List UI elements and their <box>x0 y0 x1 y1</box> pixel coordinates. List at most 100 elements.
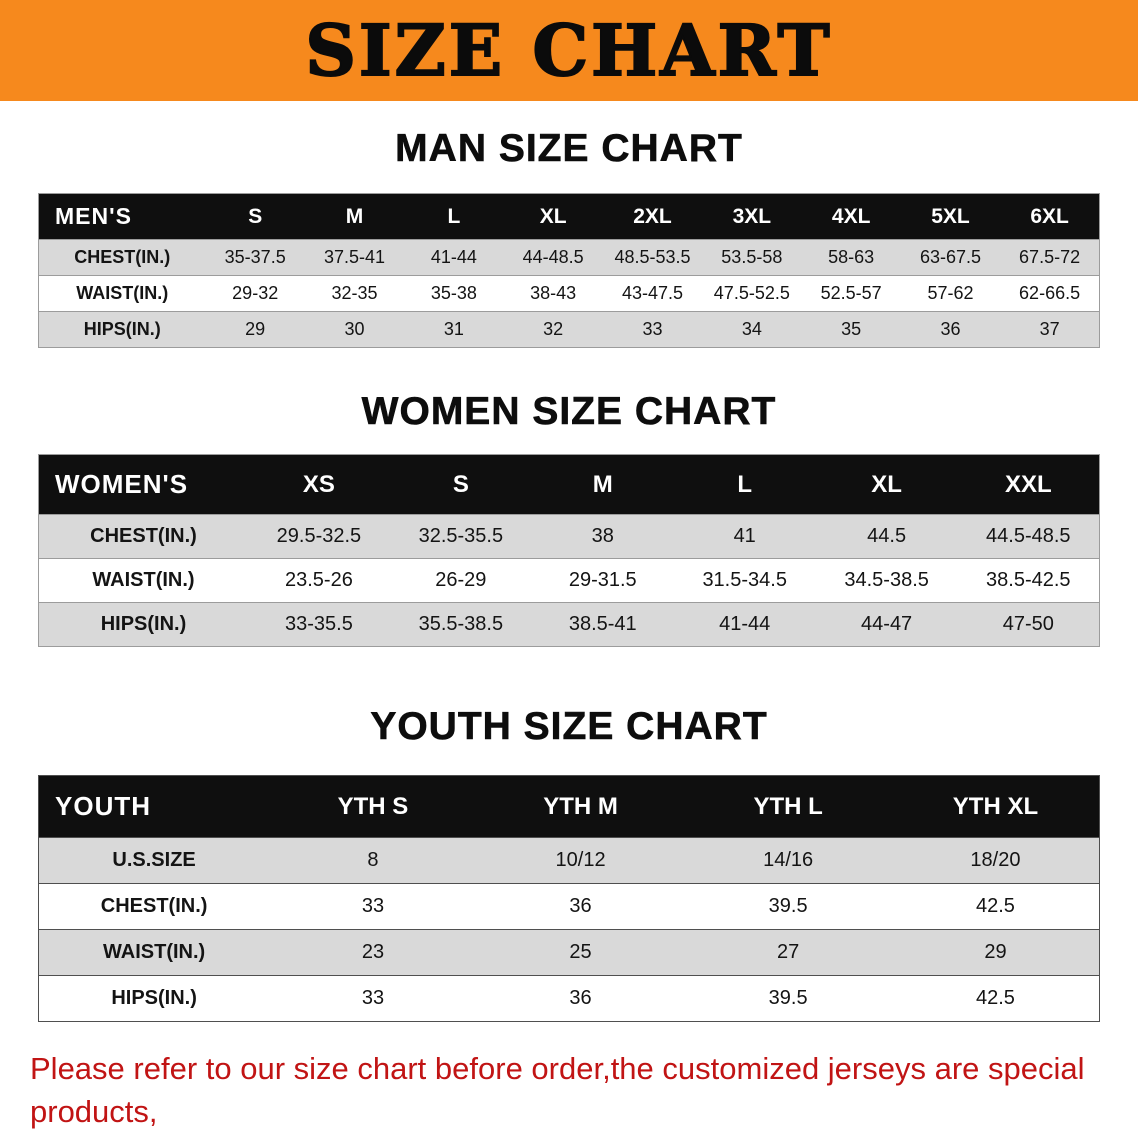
cell-value: 23.5-26 <box>285 569 353 591</box>
column-header: XL <box>815 454 958 515</box>
men-size-table: MEN'S S M L XL 2XL 3XL 4XL 5XL 6XL CHEST(IN.) 35-37… <box>38 193 1100 348</box>
cell-value: 38 <box>591 525 614 547</box>
column-header: XL <box>503 193 603 240</box>
cell-value: 29 <box>984 941 1007 963</box>
column-header: YTH L <box>684 775 892 838</box>
youth-size-table: YOUTH YTH S YTH M YTH L YTH XL U.S.SIZE 8 10/12… <box>38 775 1100 1022</box>
cell-value: 10/12 <box>555 849 606 871</box>
cell-value: 44-47 <box>861 613 913 635</box>
cell-value: 30 <box>344 319 365 339</box>
cell-value: 44.5 <box>867 525 907 547</box>
column-header: M <box>304 193 405 240</box>
column-header: S <box>205 193 305 240</box>
table-header-row: YOUTH YTH S YTH M YTH L YTH XL <box>38 775 1100 838</box>
cell-value: 47-50 <box>1002 613 1054 635</box>
men-size-section: MAN SIZE CHART MEN'S S M L XL 2XL 3XL 4XL 5XL 6XL… <box>0 101 1138 348</box>
cell-value: 38-43 <box>530 283 577 303</box>
cell-value: 39.5 <box>768 987 808 1009</box>
cell-value: 36 <box>940 319 961 339</box>
cell-value: 37.5-41 <box>323 247 386 267</box>
cell-value: 37 <box>1039 319 1060 339</box>
cell-value: 18/20 <box>970 849 1021 871</box>
column-header: YTH XL <box>891 775 1100 838</box>
cell-value: 34 <box>741 319 762 339</box>
cell-value: 43-47.5 <box>621 283 684 303</box>
cell-value: 32-35 <box>331 283 378 303</box>
order-policy-note: Please refer to our size chart before or… <box>0 1022 1138 1132</box>
men-section-heading: MAN SIZE CHART <box>395 127 743 171</box>
cell-value: 32.5-35.5 <box>418 525 504 547</box>
cell-value: 35-38 <box>430 283 477 303</box>
column-header: XS <box>247 454 390 515</box>
column-header: S <box>389 454 532 515</box>
column-header: YTH M <box>476 775 685 838</box>
cell-value: 35 <box>841 319 862 339</box>
women-size-table: WOMEN'S XS S M L XL XXL CHEST(IN.) 29.5-32.5 32.5… <box>38 454 1100 647</box>
column-header: M <box>531 454 674 515</box>
cell-value: 41 <box>733 525 756 547</box>
cell-value: 33-35.5 <box>285 613 353 635</box>
cell-value: 38.5-41 <box>568 613 637 635</box>
cell-value: 27 <box>777 941 800 963</box>
policy-line-1: Please refer to our size chart before or… <box>30 1051 1085 1129</box>
table-corner-label: YOUTH <box>38 775 270 838</box>
column-header: 6XL <box>1000 193 1100 240</box>
cell-value: 35-37.5 <box>224 247 286 267</box>
table-row: CHEST(IN.) 33 36 39.5 42.5 <box>38 883 1100 930</box>
youth-size-section: YOUTH SIZE CHART YOUTH YTH S YTH M YTH L YTH… <box>0 647 1138 1022</box>
cell-value: 44-48.5 <box>522 247 584 267</box>
youth-section-heading: YOUTH SIZE CHART <box>370 705 768 749</box>
cell-value: 41-44 <box>719 613 771 635</box>
page-title: SIZE CHART <box>304 8 833 92</box>
cell-value: 35.5-38.5 <box>418 613 504 635</box>
cell-value: 33 <box>642 319 663 339</box>
row-label: CHEST(IN.) <box>74 247 171 267</box>
table-row: HIPS(IN.) 33-35.5 35.5-38.5 38.5-41 41-44 44-… <box>38 602 1100 647</box>
cell-value: 34.5-38.5 <box>844 569 929 591</box>
cell-value: 62-66.5 <box>1019 283 1081 303</box>
cell-value: 29.5-32.5 <box>276 525 362 547</box>
cell-value: 29-32 <box>232 283 279 303</box>
row-label: HIPS(IN.) <box>83 319 161 339</box>
cell-value: 47.5-52.5 <box>713 283 790 303</box>
cell-value: 38.5-42.5 <box>986 569 1071 591</box>
row-label: CHEST(IN.) <box>90 525 197 547</box>
cell-value: 23 <box>361 941 385 963</box>
column-header: YTH S <box>269 775 477 838</box>
row-label: WAIST(IN.) <box>92 569 195 591</box>
cell-value: 32 <box>543 319 564 339</box>
cell-value: 29 <box>245 319 266 339</box>
women-size-section: WOMEN SIZE CHART WOMEN'S XS S M L XL XXL CHEST(… <box>0 348 1138 647</box>
cell-value: 52.5-57 <box>820 283 882 303</box>
cell-value: 57-62 <box>927 283 974 303</box>
table-row: HIPS(IN.) 29 30 31 32 33 34 35 36 37 <box>38 311 1100 348</box>
row-label: U.S.SIZE <box>112 849 196 871</box>
cell-value: 14/16 <box>763 849 814 871</box>
column-header: 2XL <box>602 193 703 240</box>
row-label: CHEST(IN.) <box>100 895 208 917</box>
table-header-row: MEN'S S M L XL 2XL 3XL 4XL 5XL 6XL <box>38 193 1100 240</box>
women-section-heading: WOMEN SIZE CHART <box>361 390 777 434</box>
row-label: HIPS(IN.) <box>100 613 187 635</box>
table-row: HIPS(IN.) 33 36 39.5 42.5 <box>38 975 1100 1022</box>
cell-value: 63-67.5 <box>919 247 982 267</box>
cell-value: 26-29 <box>435 569 487 591</box>
column-header: 3XL <box>702 193 802 240</box>
cell-value: 48.5-53.5 <box>614 247 691 267</box>
table-row: WAIST(IN.) 23.5-26 26-29 29-31.5 31.5-34.5 34… <box>38 558 1100 603</box>
cell-value: 31.5-34.5 <box>702 569 787 591</box>
table-row: WAIST(IN.) 23 25 27 29 <box>38 929 1100 976</box>
cell-value: 53.5-58 <box>721 247 783 267</box>
cell-value: 41-44 <box>430 247 477 267</box>
table-row: CHEST(IN.) 35-37.5 37.5-41 41-44 44-48.5 48.5… <box>38 239 1100 276</box>
table-corner-label: WOMEN'S <box>38 454 248 515</box>
cell-value: 33 <box>361 895 385 917</box>
cell-value: 25 <box>569 941 592 963</box>
cell-value: 58-63 <box>828 247 875 267</box>
cell-value: 42.5 <box>975 987 1015 1009</box>
cell-value: 36 <box>569 895 592 917</box>
column-header: XXL <box>957 454 1100 515</box>
row-label: HIPS(IN.) <box>111 987 197 1009</box>
cell-value: 31 <box>443 319 464 339</box>
